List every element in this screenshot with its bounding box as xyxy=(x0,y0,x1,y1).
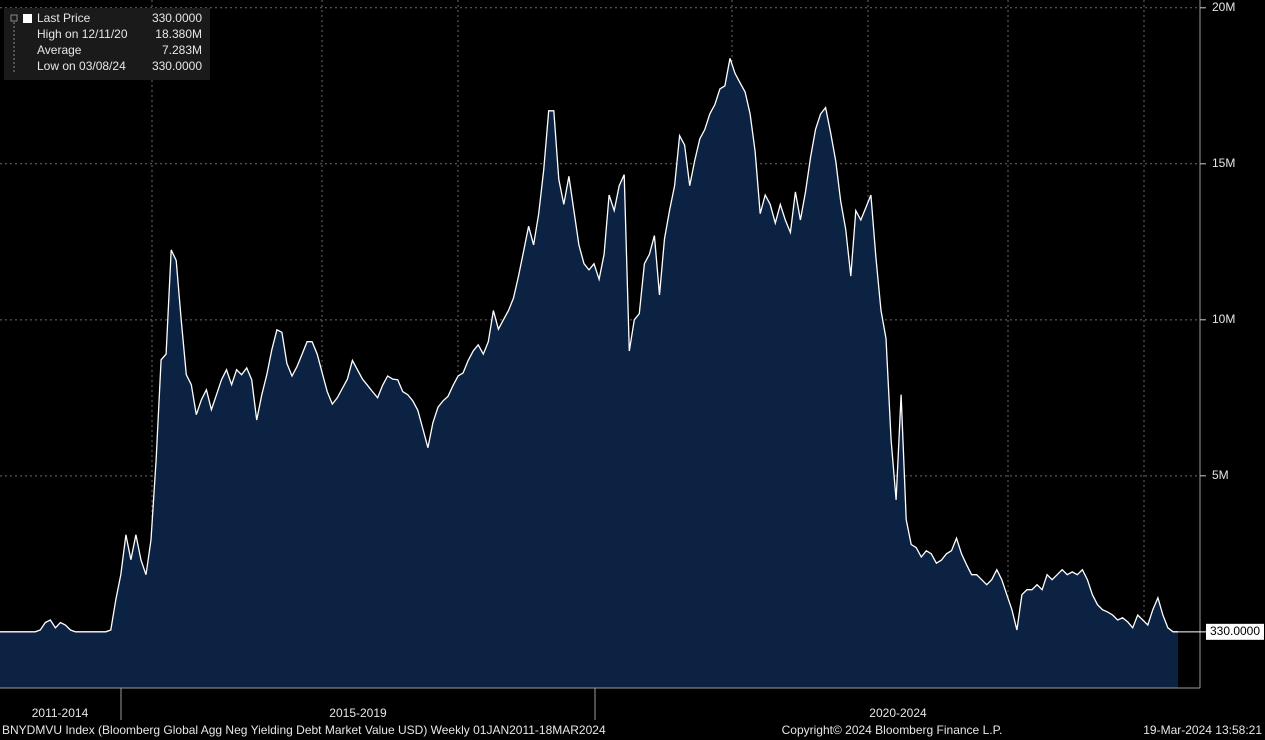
legend-value: 7.283M xyxy=(162,43,202,57)
last-price-box xyxy=(1206,623,1264,640)
legend-label: High on 12/11/20 xyxy=(37,27,128,41)
legend-label: Last Price xyxy=(37,11,91,25)
footer-center: Copyright© 2024 Bloomberg Finance L.P. xyxy=(782,723,1003,737)
period-label: 2020-2024 xyxy=(869,706,927,720)
plot xyxy=(0,7,1200,689)
legend-box xyxy=(4,8,210,80)
period-label: 2015-2019 xyxy=(329,706,387,720)
y-tick-label: 10M xyxy=(1212,312,1235,326)
footer-right: 19-Mar-2024 13:58:21 xyxy=(1143,723,1262,737)
legend: Last Price 330.0000 High on 12/11/20 18.… xyxy=(4,8,210,80)
y-tick-label: 5M xyxy=(1212,468,1229,482)
footer-left: BNYDMVU Index (Bloomberg Global Agg Neg … xyxy=(2,723,606,737)
y-tick-label: 15M xyxy=(1212,156,1235,170)
y-tick-label: 20M xyxy=(1212,0,1235,14)
area xyxy=(0,58,1178,689)
legend-icon xyxy=(10,14,18,22)
legend-label: Low on 03/08/24 xyxy=(37,59,126,73)
line xyxy=(0,58,1178,633)
last-price-label: 330.0000 xyxy=(1210,624,1260,638)
legend-label: Average xyxy=(37,43,82,57)
legend-value: 330.0000 xyxy=(152,59,202,73)
period-label: 2011-2014 xyxy=(32,706,89,720)
legend-value: 330.0000 xyxy=(152,11,202,25)
legend-value: 18.380M xyxy=(155,27,202,41)
legend-swatch xyxy=(23,14,32,23)
